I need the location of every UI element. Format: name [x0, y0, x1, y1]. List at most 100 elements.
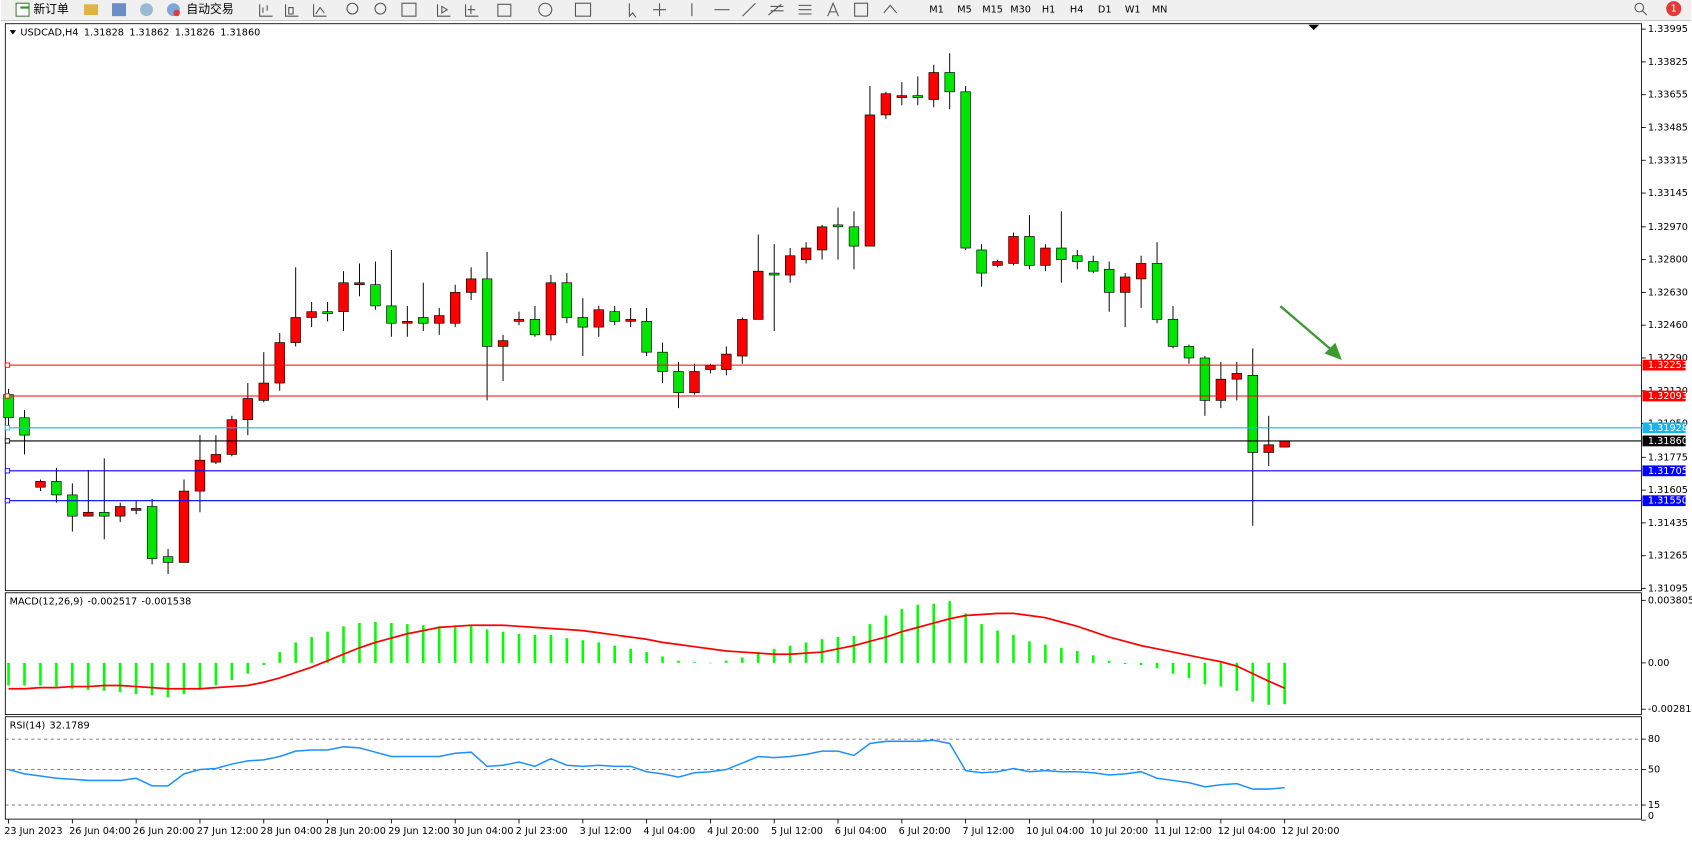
y-tick-label: 1.33995 [1648, 24, 1688, 35]
ohlc-value: 1.31826 [175, 27, 215, 38]
macd-bar [756, 652, 760, 663]
macd-bar [661, 656, 664, 663]
icon[interactable] [285, 4, 299, 17]
macd-bar [1139, 662, 1143, 666]
x-tick-label: 4 Jul 20:00 [707, 826, 759, 837]
timeframe-button[interactable]: MN [1152, 5, 1168, 16]
timeframe-button[interactable]: M30 [1010, 5, 1031, 16]
x-tick-label: 12 Jul 04:00 [1218, 826, 1276, 837]
candle-body [1247, 375, 1258, 453]
ohlc-value: 1.31862 [129, 27, 169, 38]
candle-body [83, 511, 94, 517]
timeframe-button[interactable]: H4 [1070, 5, 1083, 16]
search-icon[interactable] [1634, 2, 1645, 13]
timeframe-button[interactable]: M15 [982, 5, 1003, 16]
y-tick-label: 1.33825 [1648, 57, 1688, 68]
macd-bar [677, 660, 680, 663]
macd-bar [1171, 662, 1175, 674]
icon[interactable] [436, 4, 451, 17]
button-label[interactable]: 自动交易 [186, 2, 233, 16]
x-tick-label: 5 Jul 12:00 [771, 826, 823, 837]
macd-bar [709, 662, 712, 664]
timeframe-button[interactable]: H1 [1042, 5, 1055, 16]
macd-bar [230, 662, 234, 681]
candle-body [1135, 263, 1147, 280]
x-tick-label: 2 Jul 23:00 [516, 826, 568, 837]
icon[interactable] [112, 3, 127, 17]
icon[interactable] [140, 3, 153, 17]
candle-body [577, 317, 588, 328]
button-label[interactable]: 新订单 [33, 2, 69, 16]
macd-bar [55, 662, 58, 687]
candle-body [338, 282, 349, 313]
new-order-button[interactable]: 新订单 [15, 2, 69, 17]
candle-body [226, 419, 238, 455]
symbol-menu-marker[interactable] [9, 30, 17, 35]
icon[interactable] [854, 2, 869, 17]
macd-bar [725, 660, 728, 663]
icon[interactable] [768, 3, 784, 16]
icon[interactable] [313, 4, 327, 17]
candle-body [960, 91, 971, 249]
icon[interactable] [346, 2, 359, 15]
candle-body [1263, 444, 1274, 453]
icon[interactable] [827, 1, 839, 17]
macd-bar [358, 623, 361, 663]
icon[interactable] [464, 4, 479, 17]
macd-bar [469, 625, 473, 663]
notification-badge[interactable] [1666, 1, 1682, 17]
y-tick-label: 15 [1648, 800, 1660, 811]
macd-bar [39, 662, 42, 686]
x-tick-label: 29 Jun 12:00 [388, 826, 450, 837]
icon[interactable] [628, 3, 637, 18]
icon[interactable] [538, 2, 553, 17]
candle-body [290, 317, 301, 343]
price-level-label: 1.31550 [1648, 496, 1688, 507]
icon[interactable] [374, 2, 387, 15]
macd-bar [326, 631, 329, 663]
macd-bar [1251, 662, 1255, 702]
candle-body [992, 261, 1003, 266]
price-level-label: 1.31860 [1648, 436, 1688, 447]
macd-bar [1283, 662, 1286, 705]
macd-bar [852, 635, 856, 663]
chart-layer: 1.33995 1.33825 1.33655 1.33485 1.33315 1.331… [3, 24, 1692, 837]
indicator-value: -0.002517 [88, 596, 138, 607]
indicator-header: MACD(12,26,9) -0.002517 -0.001538 [10, 596, 192, 607]
x-tick-label: 10 Jul 04:00 [1026, 826, 1084, 837]
search-icon[interactable] [1642, 10, 1648, 16]
icon[interactable] [653, 3, 667, 17]
price-level-handle [4, 393, 11, 399]
price-level-tag [1642, 390, 1686, 402]
timeframe-button[interactable]: M1 [929, 5, 944, 16]
y-tick-label: 0 [1648, 811, 1654, 822]
price-level-handle [4, 498, 11, 504]
x-tick-label: 26 Jun 20:00 [133, 826, 195, 837]
candle-body [864, 114, 876, 247]
price-level-tag [1642, 495, 1686, 507]
candle-body [896, 95, 908, 98]
timeframe-button[interactable]: M5 [957, 5, 972, 16]
chart-shift-marker[interactable] [1308, 24, 1320, 31]
icon[interactable] [883, 4, 898, 14]
icon[interactable] [497, 3, 512, 17]
timeframe-button[interactable]: W1 [1125, 5, 1141, 16]
candle-body [1183, 346, 1195, 359]
timeframe-button[interactable]: D1 [1098, 5, 1112, 16]
macd-bar [437, 626, 441, 663]
icon[interactable] [742, 2, 756, 17]
candle-body [1024, 236, 1035, 266]
icon[interactable] [259, 4, 273, 17]
candle-body [641, 321, 652, 353]
icon[interactable] [798, 4, 812, 15]
candle-body [1199, 357, 1211, 401]
icon[interactable] [401, 2, 417, 17]
icon[interactable] [574, 2, 592, 17]
icon [20, 6, 30, 9]
icon[interactable] [83, 4, 99, 16]
auto-trading-button[interactable]: 自动交易 [166, 2, 234, 16]
macd-bar [1123, 662, 1127, 664]
y-tick-label: 1.32800 [1648, 255, 1688, 266]
macd-bar [1044, 644, 1047, 663]
x-tick-label: 12 Jul 20:00 [1281, 826, 1339, 837]
